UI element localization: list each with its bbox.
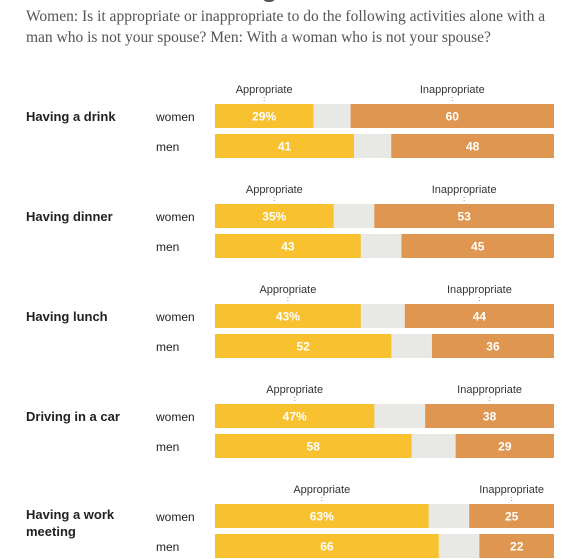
header-inappropriate: Inappropriate — [479, 484, 544, 496]
value-label-inappropriate: 38 — [483, 410, 497, 424]
header-appropriate: Appropriate — [236, 84, 293, 96]
value-label-inappropriate: 60 — [446, 110, 460, 124]
group-label: men — [156, 240, 179, 254]
activity-label: Having lunch — [26, 309, 108, 324]
activity-label: Driving in a car — [26, 409, 120, 424]
bar-appropriate — [215, 434, 412, 458]
header-appropriate: Appropriate — [259, 284, 316, 296]
bar-inappropriate — [374, 204, 554, 228]
value-label-appropriate: 58 — [307, 440, 321, 454]
group-label: men — [156, 140, 179, 154]
bar-inappropriate — [425, 404, 554, 428]
group-label: men — [156, 340, 179, 354]
value-label-appropriate: 47% — [283, 410, 307, 424]
value-label-inappropriate: 53 — [457, 210, 471, 224]
group-label: women — [155, 410, 195, 424]
bar-appropriate — [215, 404, 375, 428]
header-inappropriate: Inappropriate — [432, 184, 497, 196]
value-label-appropriate: 63% — [310, 510, 334, 524]
header-inappropriate: Inappropriate — [420, 84, 485, 96]
bar-inappropriate — [431, 334, 554, 358]
value-label-appropriate: 43 — [281, 240, 295, 254]
group-label: women — [155, 510, 195, 524]
chart-subtitle: Women: Is it appropriate or inappropriat… — [26, 8, 546, 46]
group-label: women — [155, 310, 195, 324]
value-label-inappropriate: 29 — [498, 440, 512, 454]
value-label-inappropriate: 22 — [510, 540, 524, 554]
bar-appropriate — [215, 104, 314, 128]
value-label-inappropriate: 48 — [466, 140, 480, 154]
header-appropriate: Appropriate — [293, 484, 350, 496]
value-label-inappropriate: 44 — [473, 310, 487, 324]
bar-inappropriate — [455, 434, 554, 458]
bar-appropriate — [215, 534, 439, 558]
bar-appropriate — [215, 334, 392, 358]
value-label-appropriate: 66 — [320, 540, 334, 554]
bar-inappropriate — [391, 134, 554, 158]
value-label-appropriate: 29% — [252, 110, 276, 124]
header-appropriate: Appropriate — [246, 184, 303, 196]
group-label: women — [155, 210, 195, 224]
group-label: men — [156, 540, 179, 554]
header-inappropriate: Inappropriate — [447, 284, 512, 296]
value-label-appropriate: 41 — [278, 140, 292, 154]
activity-label: meeting — [26, 524, 76, 539]
value-label-inappropriate: 25 — [505, 510, 519, 524]
bar-inappropriate — [479, 534, 554, 558]
activity-label: Having dinner — [26, 209, 113, 224]
value-label-appropriate: 35% — [262, 210, 286, 224]
header-fragment — [262, 0, 276, 2]
bar-inappropriate — [350, 104, 554, 128]
bar-appropriate — [215, 134, 354, 158]
bar-inappropriate — [469, 504, 554, 528]
activity-label: Having a work — [26, 507, 115, 522]
bar-appropriate — [215, 504, 429, 528]
bar-inappropriate — [401, 234, 554, 258]
value-label-inappropriate: 45 — [471, 240, 485, 254]
bar-inappropriate — [404, 304, 554, 328]
value-label-appropriate: 43% — [276, 310, 300, 324]
header-appropriate: Appropriate — [266, 384, 323, 396]
group-label: men — [156, 440, 179, 454]
bar-appropriate — [215, 204, 334, 228]
activity-label: Having a drink — [26, 109, 116, 124]
bar-appropriate — [215, 234, 361, 258]
value-label-appropriate: 52 — [296, 340, 310, 354]
bar-appropriate — [215, 304, 361, 328]
header-inappropriate: Inappropriate — [457, 384, 522, 396]
value-label-inappropriate: 36 — [486, 340, 500, 354]
group-label: women — [155, 110, 195, 124]
